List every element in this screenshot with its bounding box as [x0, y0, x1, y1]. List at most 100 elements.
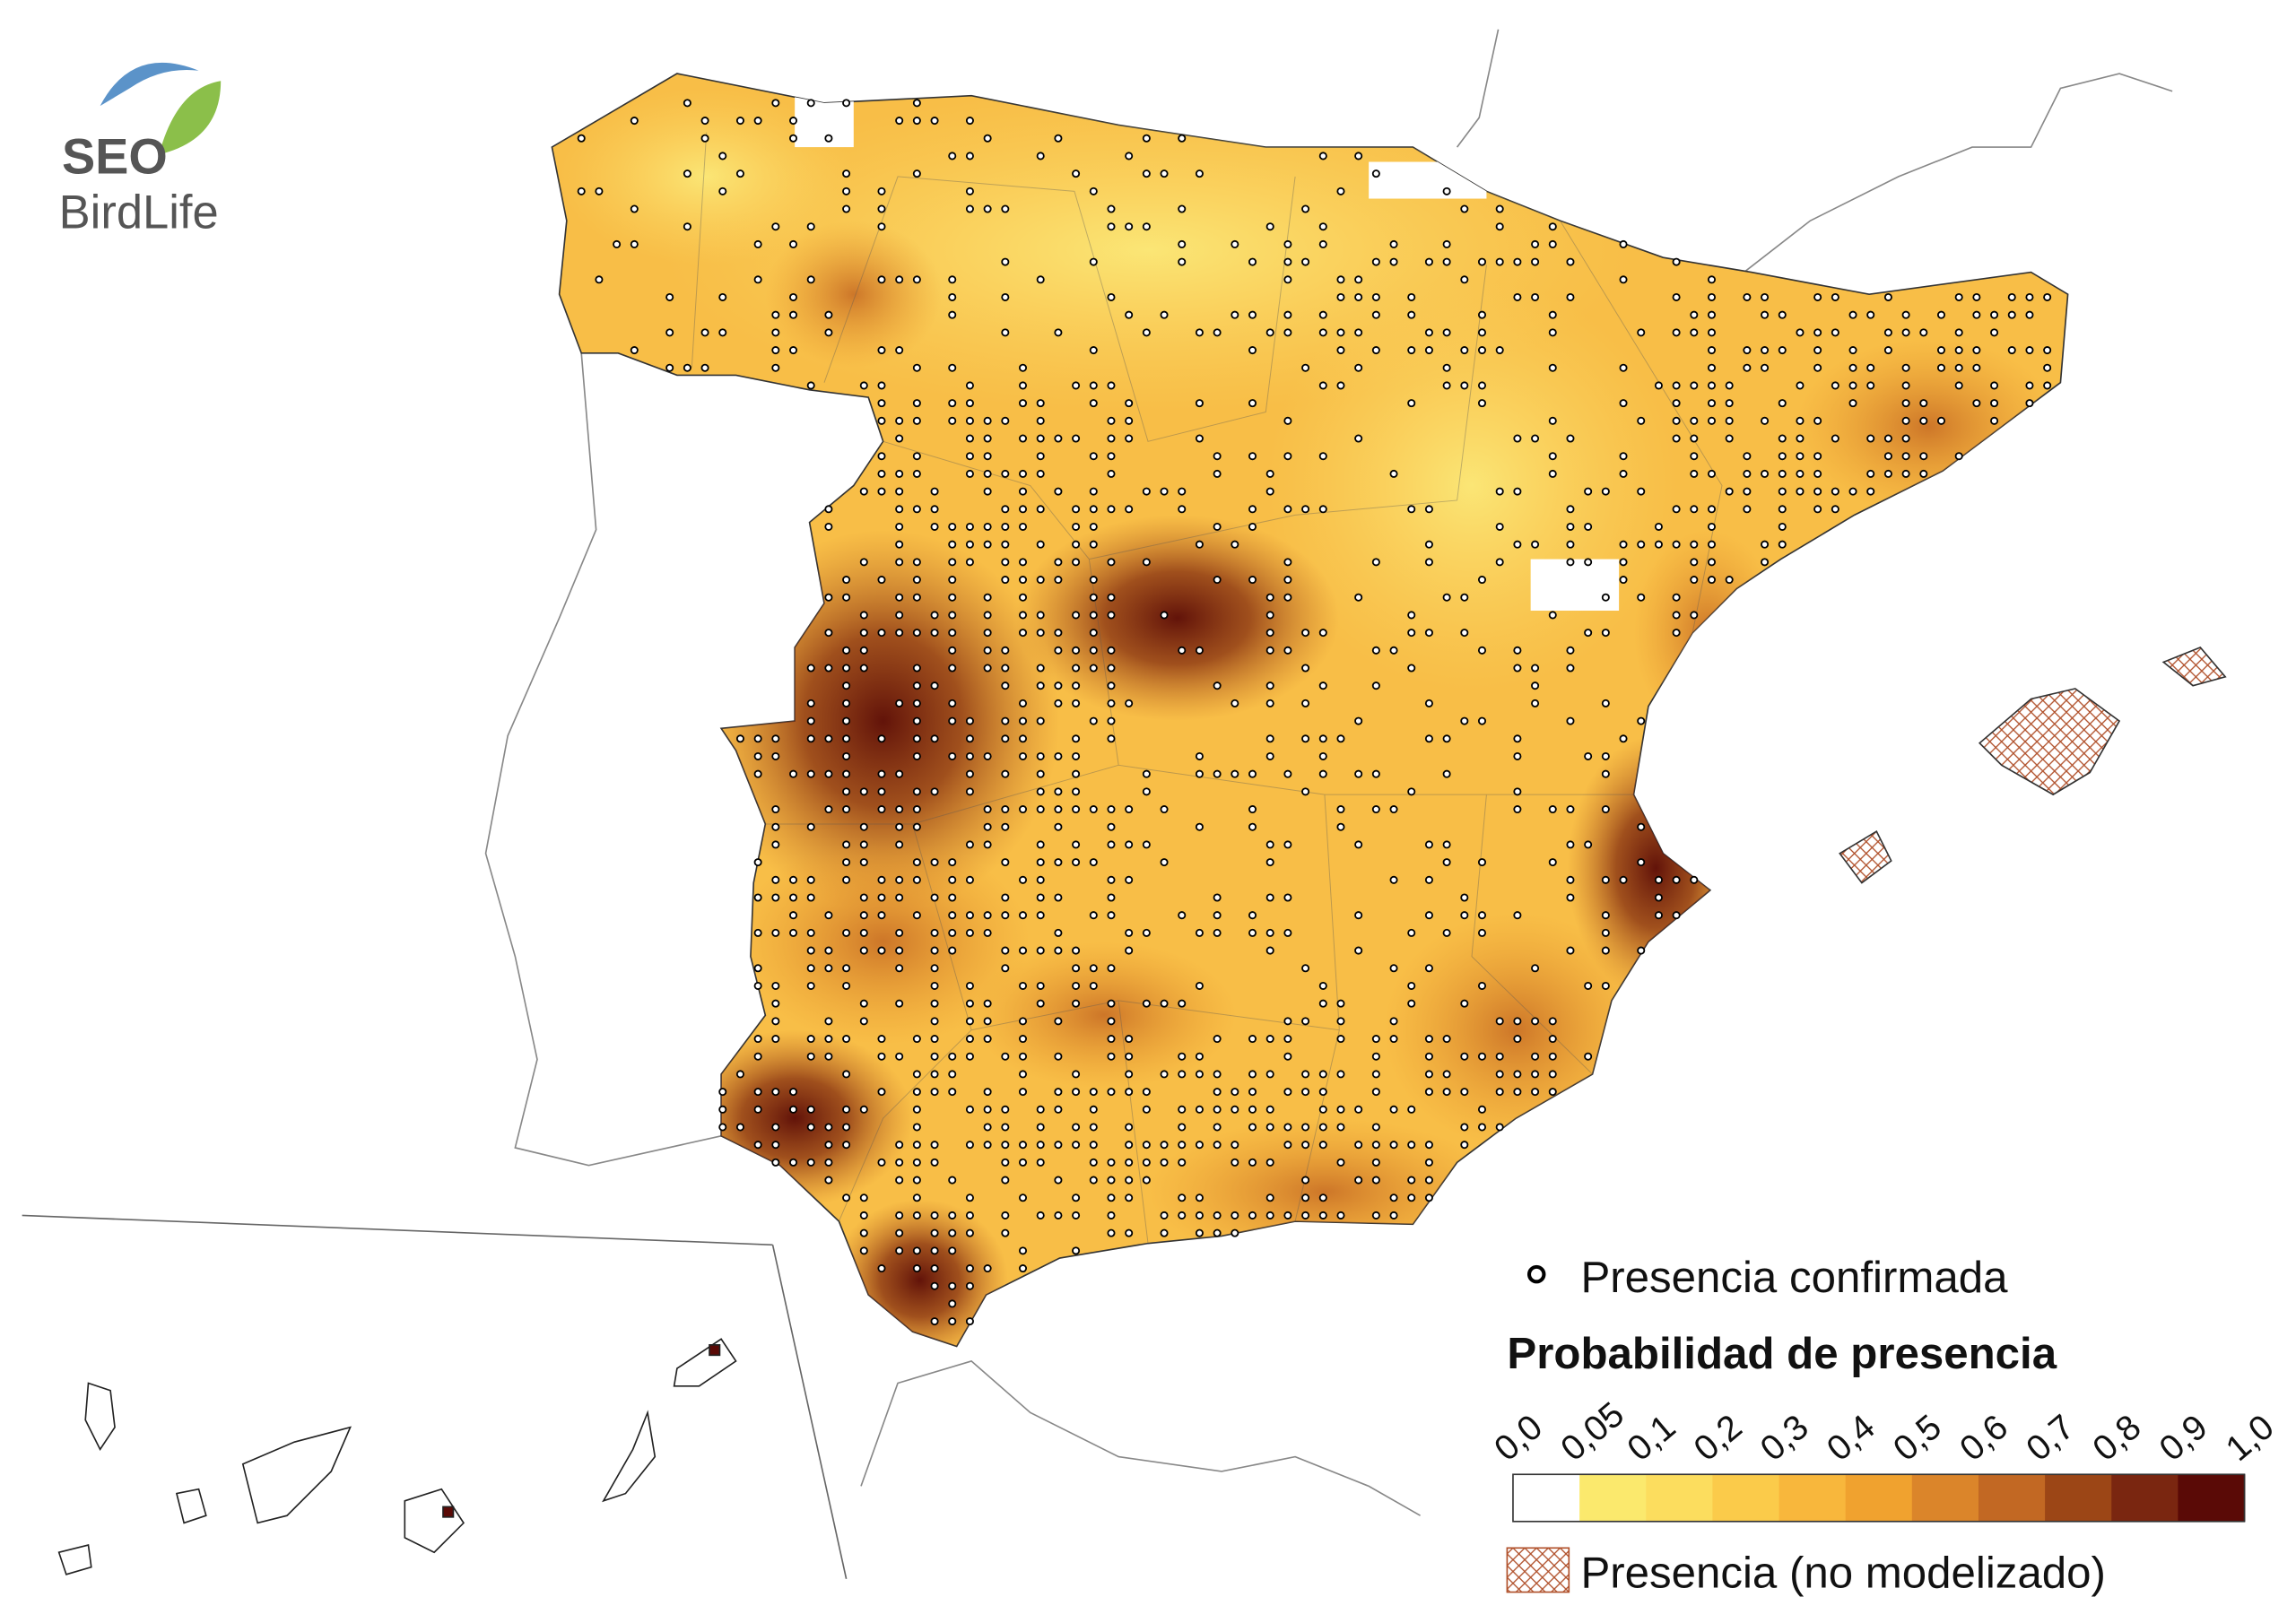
presence-dot [1919, 469, 1928, 478]
presence-dot [1248, 1158, 1257, 1167]
presence-dot [806, 964, 815, 973]
presence-dot [1054, 893, 1063, 902]
presence-dot [1178, 1158, 1187, 1167]
presence-dot [1107, 505, 1116, 514]
presence-dot [912, 399, 921, 408]
presence-dot [1584, 558, 1593, 567]
presence-dot [1001, 292, 1010, 301]
presence-dot [1707, 558, 1717, 567]
presence-dot [1813, 416, 1822, 425]
presence-dot [1513, 1035, 1522, 1044]
presence-dot [948, 593, 957, 602]
presence-dot [1178, 999, 1187, 1008]
presence-dot [1001, 1105, 1010, 1114]
presence-dot [877, 222, 886, 231]
presence-dot [1442, 187, 1451, 195]
presence-dot [912, 1176, 921, 1185]
presence-dot [1901, 469, 1910, 478]
presence-dot [877, 399, 886, 408]
presence-dot [1142, 1088, 1151, 1097]
presence-dot [1213, 1088, 1222, 1097]
presence-dot [1690, 469, 1699, 478]
presence-dot [859, 664, 868, 673]
presence-dot [1248, 505, 1257, 514]
presence-dot [1001, 1123, 1010, 1132]
presence-dot [1036, 981, 1045, 990]
presence-dot [1442, 734, 1451, 743]
presence-dot [842, 593, 851, 602]
presence-dot [1672, 540, 1681, 549]
presence-dot [1513, 487, 1522, 496]
presence-dot [1866, 363, 1875, 372]
presence-dot [1761, 540, 1770, 549]
presence-dot [1213, 928, 1222, 937]
presence-dot [1901, 363, 1910, 372]
presence-dot [948, 540, 957, 549]
presence-dot [983, 928, 992, 937]
presence-dot [1318, 1105, 1327, 1114]
presence-dot [1283, 1211, 1292, 1219]
presence-dot [1531, 257, 1540, 266]
presence-dot [1531, 1088, 1540, 1097]
presence-dot [1089, 629, 1098, 638]
presence-dot [1001, 769, 1010, 778]
presence-dot [1283, 1123, 1292, 1132]
presence-dot [1231, 1158, 1239, 1167]
presence-dot [1107, 1035, 1116, 1044]
presence-dot [806, 893, 815, 902]
presence-dot [1125, 152, 1134, 161]
presence-dot [895, 487, 904, 496]
presence-dot [1690, 381, 1699, 390]
presence-dot [1265, 328, 1274, 337]
presence-dot [1072, 611, 1081, 620]
presence-dot [1336, 1105, 1345, 1114]
presence-dot [1283, 1088, 1292, 1097]
presence-dot [1178, 505, 1187, 514]
presence-dot [912, 505, 921, 514]
presence-dot [1477, 928, 1487, 937]
presence-dot [1107, 716, 1116, 725]
presence-dot [1354, 152, 1363, 161]
presence-dot [1725, 399, 1734, 408]
presence-dot [842, 858, 851, 867]
presence-dot [1601, 875, 1610, 884]
presence-dot [1301, 204, 1310, 213]
presence-dot [1213, 911, 1222, 920]
presence-dot [1231, 1228, 1239, 1237]
presence-dot [1213, 328, 1222, 337]
presence-dot [1001, 469, 1010, 478]
presence-dot [930, 1141, 939, 1150]
presence-dot [806, 1052, 815, 1061]
presence-dot [948, 399, 957, 408]
presence-dot [1195, 822, 1204, 831]
scale-label: 0,05 [1553, 1394, 1631, 1469]
presence-dot [912, 169, 921, 178]
presence-dot [1548, 328, 1557, 337]
presence-dot [948, 1246, 957, 1255]
presence-dot [1778, 487, 1787, 496]
presence-dot [1036, 716, 1045, 725]
presence-dot [912, 1158, 921, 1167]
presence-dot [1318, 751, 1327, 760]
presence-dot [1283, 1017, 1292, 1026]
presence-dot [1389, 964, 1398, 973]
presence-dot [948, 363, 957, 372]
presence-dot [1336, 999, 1345, 1008]
presence-dot [1972, 292, 1981, 301]
presence-dot [2025, 292, 2034, 301]
presence-dot [1460, 999, 1469, 1008]
presence-dot [1707, 328, 1717, 337]
presence-dot [1531, 664, 1540, 673]
presence-dot [1389, 1141, 1398, 1150]
presence-dot [595, 187, 604, 195]
presence-dot [1336, 1158, 1345, 1167]
presence-dot [1265, 1105, 1274, 1114]
presence-dot [965, 416, 974, 425]
presence-dot [2043, 292, 2052, 301]
presence-dot [1019, 1141, 1028, 1150]
scale-label: 1,0 [2218, 1407, 2281, 1469]
scale-label: 0,0 [1487, 1407, 1550, 1469]
presence-dot [1495, 522, 1504, 531]
presence-dot [1566, 664, 1575, 673]
presence-dot [1531, 540, 1540, 549]
